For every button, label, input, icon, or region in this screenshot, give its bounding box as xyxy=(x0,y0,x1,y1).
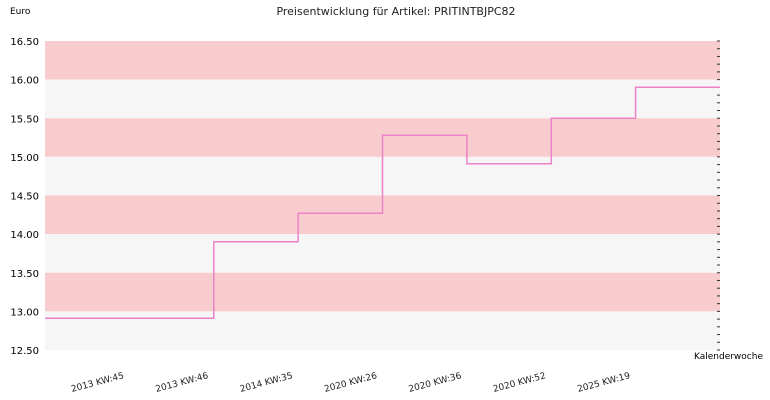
x-tick-label: 2014 KW:35 xyxy=(239,371,294,395)
plot-band xyxy=(45,311,720,350)
y-tick-labels: 12.50 13.00 13.50 14.00 14.50 15.00 15.50 16.00… xyxy=(10,37,39,357)
y-tick-label: 13.50 xyxy=(10,269,39,280)
right-minor-ticks xyxy=(717,40,720,351)
chart-title: Preisentwicklung für Artikel: PRITINTBJP… xyxy=(276,5,515,18)
y-tick-label: 14.00 xyxy=(10,230,39,241)
x-tick-label: 2020 KW:26 xyxy=(323,371,378,395)
plot-band xyxy=(45,234,720,273)
y-tick-label: 13.00 xyxy=(10,307,39,318)
y-tick-label: 14.50 xyxy=(10,192,39,203)
x-axis-label: Kalenderwoche xyxy=(694,352,763,362)
plot-band xyxy=(45,272,720,312)
x-tick-label: 2013 KW:45 xyxy=(70,371,125,395)
plot-band xyxy=(45,41,720,80)
y-axis-label: Euro xyxy=(10,7,31,17)
y-tick-label: 15.50 xyxy=(10,114,39,125)
y-tick-label: 16.50 xyxy=(10,37,39,48)
y-tick-label: 12.50 xyxy=(10,346,39,357)
x-tick-labels: 2013 KW:45 2013 KW:46 2014 KW:35 2020 KW:26… xyxy=(70,371,631,395)
price-step-line xyxy=(45,86,720,320)
x-tick-label: 2025 KW:19 xyxy=(576,371,631,395)
y-tick-label: 15.00 xyxy=(10,153,39,164)
x-tick-label: 2020 KW:36 xyxy=(408,371,463,395)
x-tick-label: 2013 KW:46 xyxy=(155,371,210,395)
plot-band xyxy=(45,79,720,119)
y-tick-label: 16.00 xyxy=(10,76,39,87)
x-tick-label: 2020 KW:52 xyxy=(492,371,547,395)
